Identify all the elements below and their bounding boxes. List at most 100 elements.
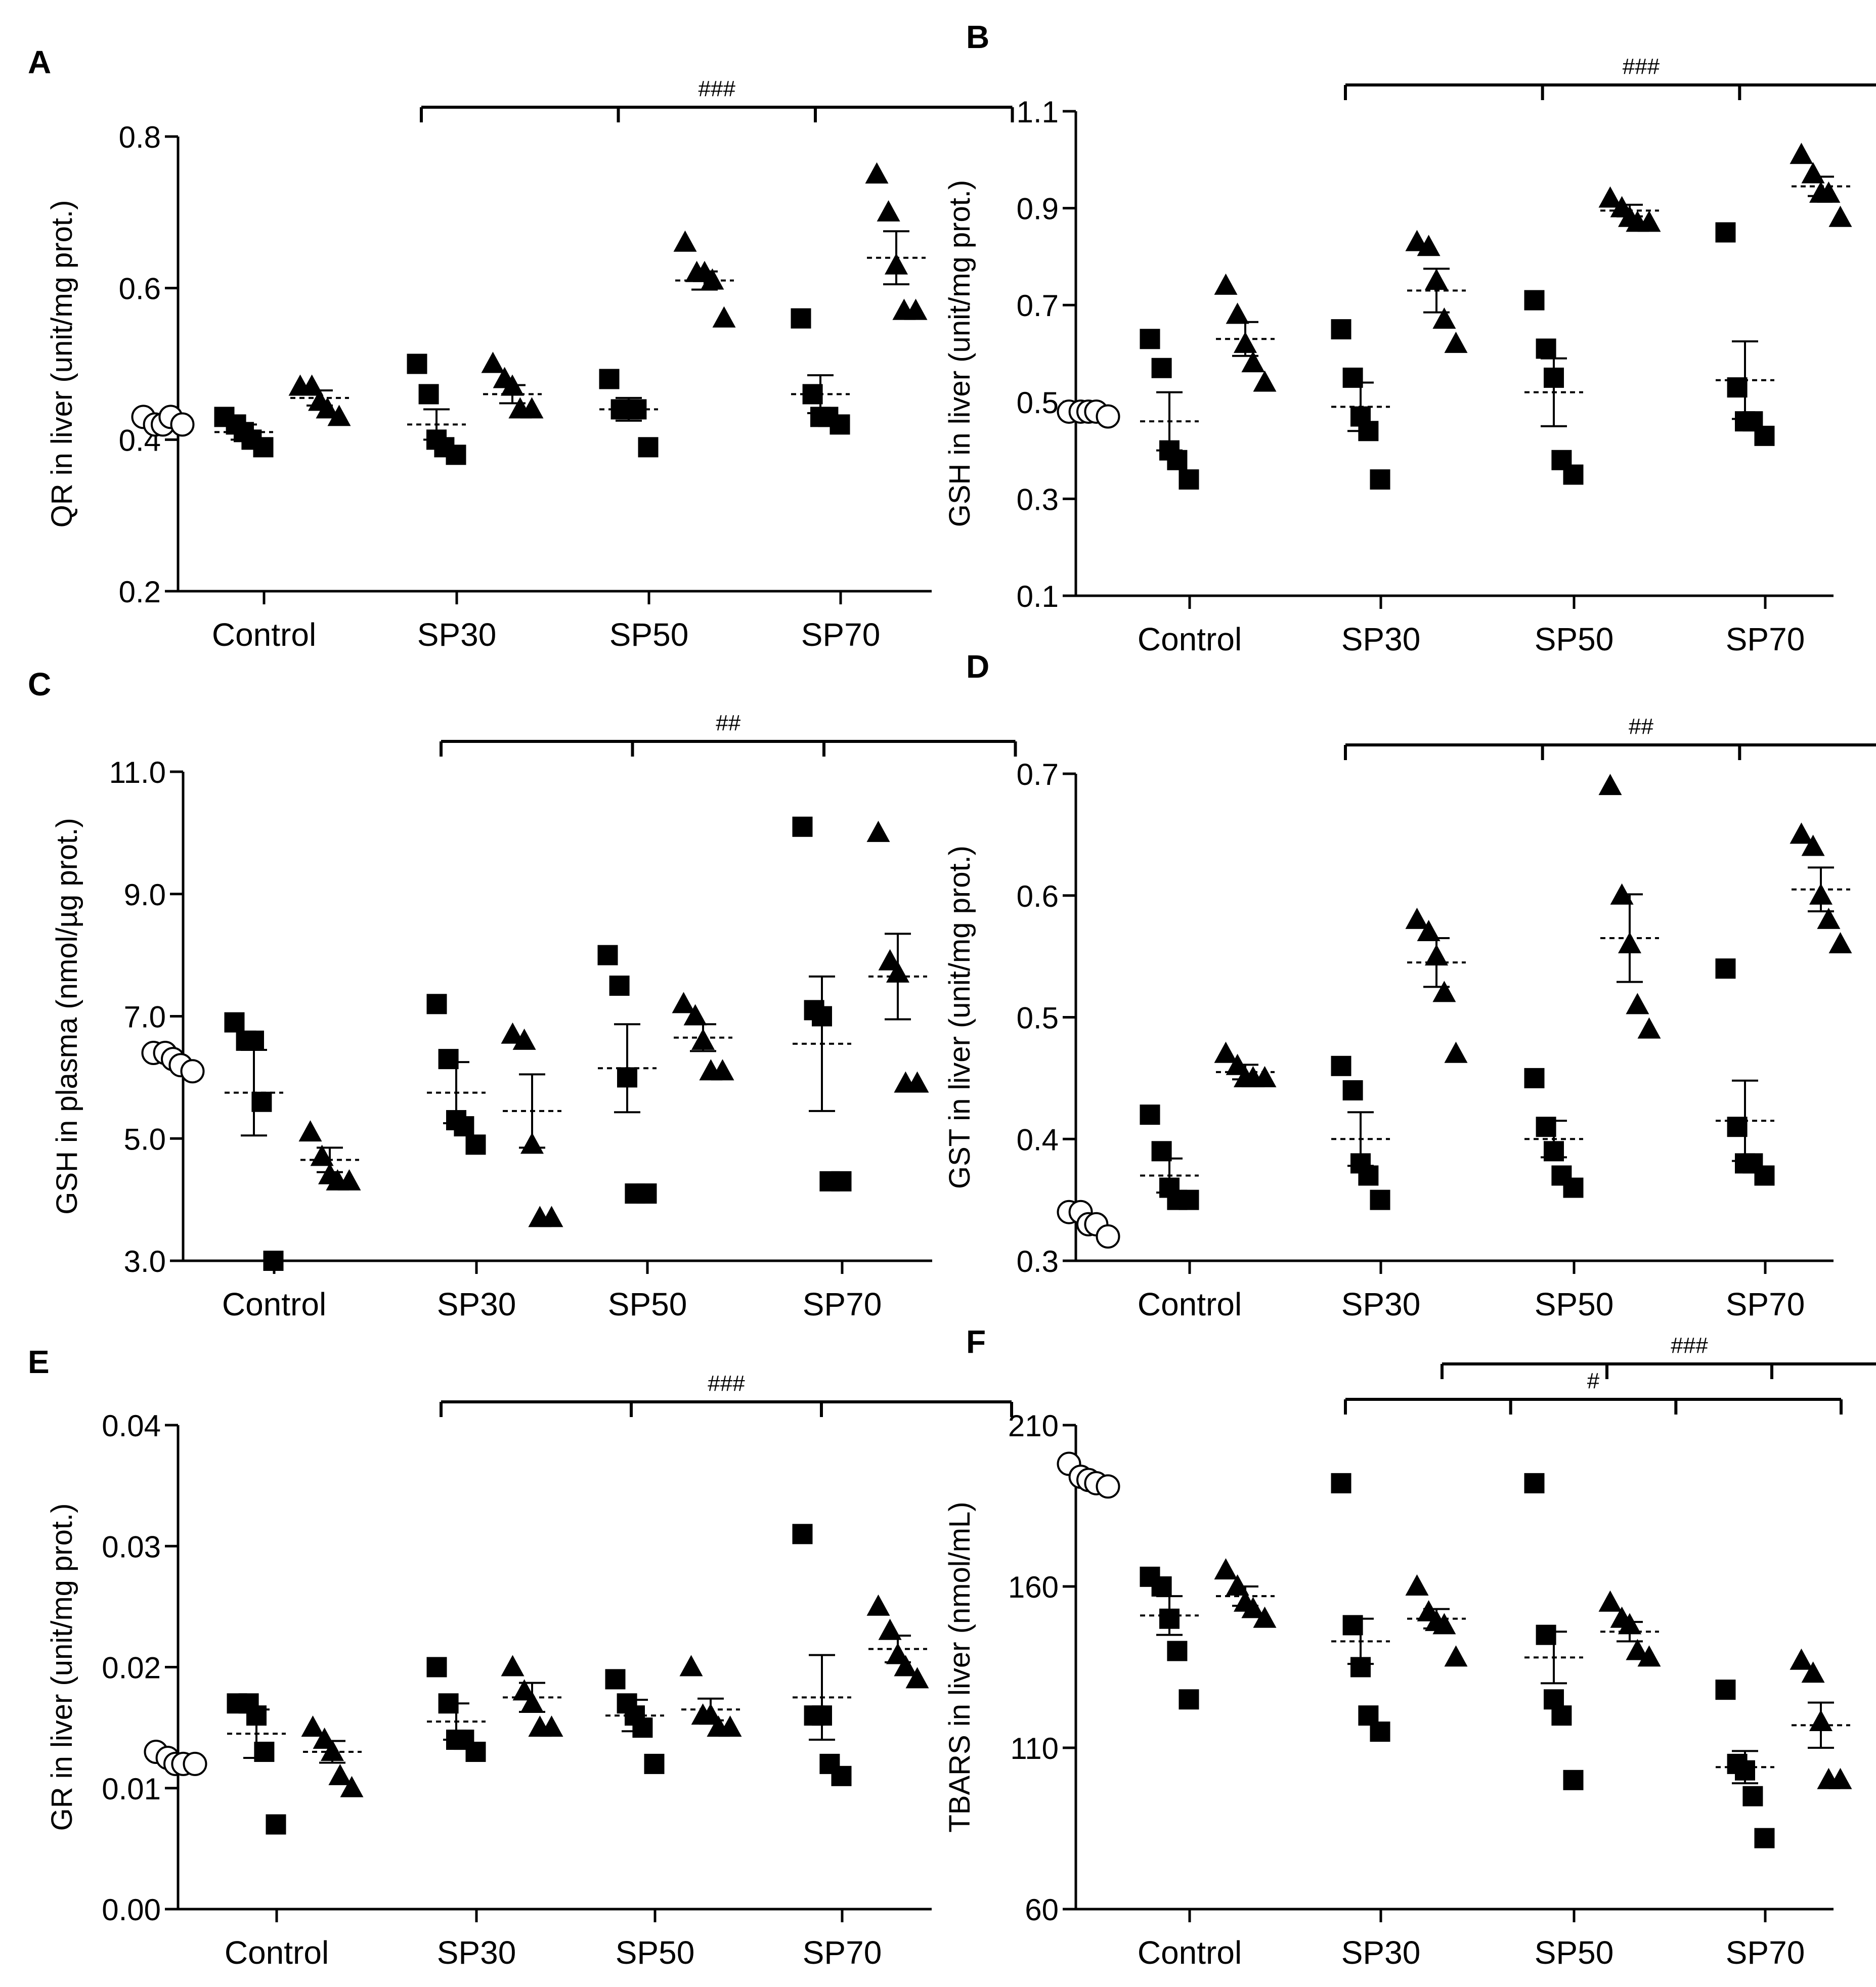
triangle-point (711, 1059, 734, 1081)
x-tick-label: SP70 (1726, 621, 1805, 657)
x-tick-label: SP70 (1726, 1934, 1805, 1971)
triangle-point (1637, 1645, 1661, 1667)
triangle-point (894, 1655, 918, 1676)
panel-D: D 0.3 0.4 0.5 0.6 0.7 GST in liver (unit/mg pr… (943, 648, 1876, 1322)
y-tick-label: 0.8 (119, 120, 161, 154)
y-tick-label: 0.01 (102, 1772, 161, 1806)
triangle-point (1253, 370, 1277, 392)
x-tick-label: SP70 (803, 1934, 882, 1971)
x-tick-label: SP50 (616, 1934, 695, 1971)
y-tick-label: 0.9 (1017, 192, 1059, 226)
square-point (426, 1657, 447, 1677)
triangle-point (1214, 273, 1238, 295)
triangle-point (481, 351, 505, 373)
triangle-point (520, 397, 544, 419)
triangle-point (1598, 1590, 1622, 1612)
triangle-point (673, 230, 697, 252)
square-point (1151, 1576, 1172, 1597)
square-point (1358, 1165, 1379, 1186)
square-point (632, 1717, 653, 1738)
square-point (407, 354, 427, 374)
triangle-point (1214, 1558, 1238, 1580)
x-tick-label: Control (225, 1934, 329, 1971)
y-tick-label: 60 (1025, 1893, 1059, 1927)
y-tick-label: 5.0 (124, 1122, 166, 1156)
x-tick-label: SP50 (1535, 1934, 1614, 1971)
panel-B: B 0.1 0.3 0.5 0.7 0.9 1.1 GSH in liver (unit/mg… (943, 19, 1876, 657)
y-tick-label: 3.0 (124, 1245, 166, 1278)
x-tick-label: SP70 (803, 1286, 882, 1322)
x-tick-label: Control (222, 1286, 326, 1322)
x-tick-label: SP30 (437, 1934, 516, 1971)
y-tick-label: 0.04 (102, 1409, 161, 1443)
x-tick-label: SP70 (801, 616, 881, 653)
square-point (1331, 1055, 1351, 1076)
triangle-point (712, 306, 736, 328)
y-tick-label: 0.5 (1017, 386, 1059, 420)
triangle-point (1626, 993, 1649, 1014)
triangle-point (1637, 1017, 1661, 1039)
square-point (1370, 469, 1390, 490)
triangle-point (1801, 1661, 1825, 1683)
square-point (792, 1524, 813, 1544)
triangle-point (1598, 186, 1622, 208)
square-point (597, 945, 618, 965)
x-tick-label: Control (1138, 1934, 1242, 1971)
square-point (1524, 290, 1545, 311)
triangle-point (327, 405, 351, 426)
square-point (1167, 1641, 1188, 1661)
y-tick-label: 160 (1008, 1570, 1059, 1604)
triangle-point (1626, 1639, 1649, 1660)
triangle-point (1828, 205, 1852, 227)
square-point (1151, 358, 1172, 378)
y-axis-label: GSH in liver (unit/mg prot.) (943, 180, 976, 527)
square-point (1536, 338, 1556, 359)
panel-A: A0.20.40.60.8QR in liver (unit/mg prot.)… (28, 44, 1014, 653)
y-axis-label: QR in liver (unit/mg prot.) (46, 200, 78, 528)
triangle-point (1417, 235, 1441, 256)
square-point (1536, 1624, 1556, 1645)
significance-label: ### (699, 76, 736, 101)
significance-label: ## (716, 711, 740, 735)
triangle-point (878, 1618, 902, 1640)
triangle-point (298, 1120, 322, 1142)
triangle-point (501, 1022, 525, 1044)
x-tick-label: Control (1138, 1286, 1242, 1322)
y-tick-label: 0.03 (102, 1530, 161, 1564)
square-point (638, 437, 659, 458)
reference-circle (170, 412, 195, 437)
square-point (1342, 367, 1363, 388)
triangle-point (1817, 907, 1841, 929)
square-point (1715, 958, 1736, 979)
triangle-point (701, 268, 724, 290)
square-point (1754, 1828, 1775, 1848)
y-tick-label: 0.02 (102, 1651, 161, 1685)
square-point (1179, 1689, 1199, 1710)
triangle-point (1432, 307, 1456, 329)
square-point (609, 976, 630, 996)
x-tick-label: SP50 (609, 616, 689, 653)
triangle-point (1226, 302, 1249, 324)
significance-label: # (1587, 1368, 1600, 1393)
triangle-point (1432, 981, 1456, 1002)
square-point (1179, 469, 1199, 490)
y-tick-label: 0.3 (1017, 1245, 1059, 1278)
triangle-point (1790, 822, 1813, 844)
triangle-point (1253, 1066, 1277, 1087)
triangle-point (718, 1715, 742, 1737)
panel-letter: F (966, 1323, 986, 1360)
triangle-point (301, 1715, 325, 1737)
square-point (599, 369, 620, 389)
square-point (1331, 1473, 1351, 1493)
square-point (426, 994, 447, 1014)
square-point (1370, 1189, 1390, 1210)
triangle-point (1405, 1574, 1429, 1596)
square-point (224, 1012, 245, 1033)
square-point (418, 384, 439, 405)
square-point (244, 1030, 264, 1051)
square-point (465, 1134, 486, 1155)
x-tick-label: SP30 (1341, 1286, 1421, 1322)
triangle-point (540, 1715, 563, 1737)
y-tick-label: 0.5 (1017, 1001, 1059, 1035)
triangle-point (672, 992, 695, 1013)
